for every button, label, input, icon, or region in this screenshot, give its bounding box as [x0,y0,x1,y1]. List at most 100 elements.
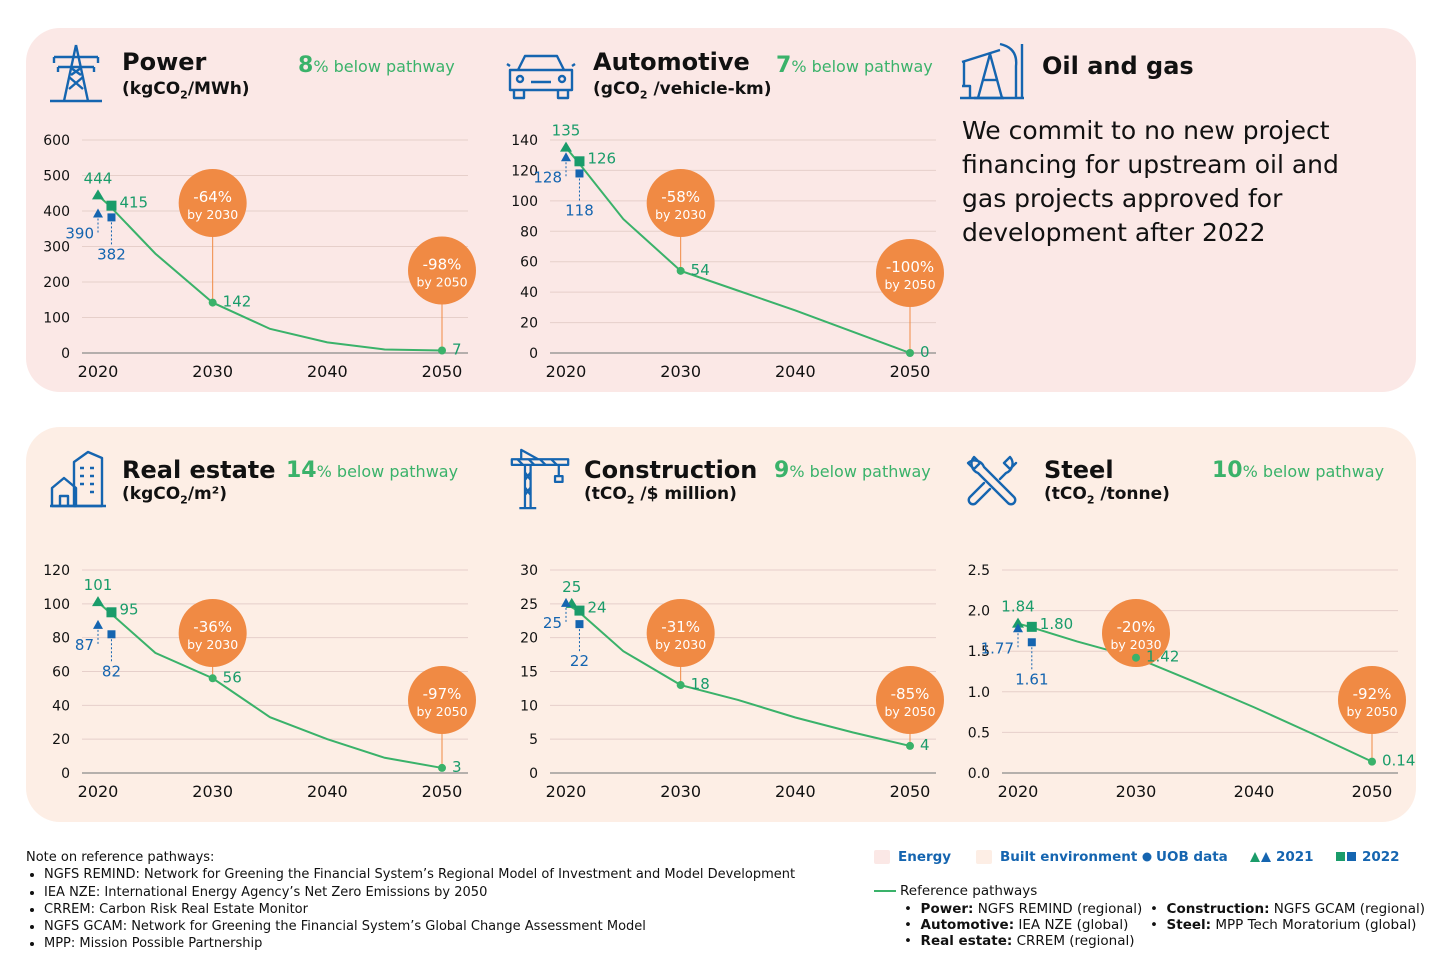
x-tick-label: 2050 [422,362,463,381]
power-below-pathway: 8% below pathway [298,53,455,78]
x-tick-label: 2020 [78,362,119,381]
x-tick-label: 2020 [546,362,587,381]
ref-item: • Construction: NGFS GCAM (regional) [1150,901,1426,917]
target-bubble [646,599,715,667]
ref-2022-value-label: 1.80 [1040,615,1073,633]
target-bubble [876,666,944,734]
note-heading: Note on reference pathways: [26,850,215,865]
target-point [906,741,914,750]
ref-2021-value-label: 444 [84,169,113,187]
y-tick-label: 40 [52,698,70,714]
built-environment-panel [26,427,1416,822]
triangle-markers-icon [1250,852,1271,862]
x-tick-label: 2030 [192,782,233,801]
ref-list-right: • Construction: NGFS GCAM (regional) • S… [1150,901,1425,933]
x-tick-label: 2040 [307,782,348,801]
built-swatch [976,850,992,864]
steel-title: Steel [1044,456,1114,484]
y-tick-label: 100 [43,311,70,327]
target-year-label: by 2050 [1346,704,1397,719]
reference-line-swatch [874,890,896,892]
ref-2022-value-label: 95 [119,600,138,618]
target-point [208,298,217,307]
oilgas-commitment-text: We commit to no new project financing fo… [962,116,1339,247]
ref-2021-triangle [92,189,104,200]
x-tick-label: 2040 [775,362,816,381]
reference-pathway-line [1017,622,1373,763]
y-tick-label: 5 [529,732,538,748]
x-tick-label: 2050 [890,782,931,801]
y-tick-label: 15 [520,665,538,681]
uob-dot-icon [1142,852,1152,862]
target-change-label: -85% [891,685,930,703]
x-tick-label: 2030 [192,362,233,381]
target-year-label: by 2050 [416,275,467,290]
ref-2022-square [106,200,117,211]
uob-2022-square [575,169,584,178]
y-tick-label: 1.0 [968,685,990,701]
target-value-label: 1.42 [1146,648,1179,666]
y-tick-label: 10 [520,698,538,714]
wrench-tools-icon [966,455,1018,506]
y-tick-label: 30 [520,563,538,579]
ref-2021-triangle [560,141,572,152]
target-change-label: -97% [423,685,462,703]
target-point [208,674,217,683]
target-change-label: -98% [423,256,462,274]
target-value-label: 142 [223,293,252,311]
y-tick-label: 600 [43,133,70,149]
power-title: Power [122,48,207,76]
target-value-label: 7 [452,341,462,359]
oilgas-title: Oil and gas [1042,52,1194,80]
ref-2022-square [1026,621,1037,632]
target-point [676,681,685,690]
x-tick-label: 2020 [78,782,119,801]
y-tick-label: 20 [520,631,538,647]
target-value-label: 56 [223,668,242,686]
y-tick-label: 0.5 [968,725,990,741]
y-tick-label: 140 [511,133,538,149]
car-icon [506,54,576,100]
ref-2021-value-label: 135 [552,122,581,140]
x-tick-label: 2030 [660,362,701,381]
oil-pump-icon [960,42,1024,100]
ref-item: • Real estate: CRREM (regional) [904,933,1135,949]
ref-2021-value-label: 1.84 [1001,598,1034,616]
target-bubble [1102,599,1170,667]
construction-title: Construction [584,456,758,484]
target-year-label: by 2050 [416,704,467,719]
target-change-label: -100% [886,258,934,276]
legend-uob: UOB data [1142,849,1228,865]
ref-2021-triangle [92,596,104,607]
legend-reference: Reference pathways [874,883,1037,899]
construction-unit: (tCO2 /$ million) [584,484,737,507]
target-bubble [408,666,476,734]
ref-2022-square [574,605,585,616]
y-tick-label: 500 [43,169,70,185]
reference-pathway-line [97,194,443,352]
legend-2021: 2021 [1250,849,1314,865]
target-value-label: 18 [691,675,710,693]
construction-chart: 0 5 10 15 20 25 30 2020 2030 2040 2050 -31%by 2030 1… [520,563,944,801]
uob-2022-value-label: 118 [565,201,594,219]
ref-2021-value-label: 25 [562,578,581,596]
target-point [906,349,914,357]
target-change-label: -36% [193,618,232,636]
crane-icon [510,448,570,510]
target-bubble [178,599,247,667]
reference-pathway-line [565,602,911,747]
uob-2021-value-label: 1.77 [981,639,1014,657]
y-tick-label: 25 [520,597,538,613]
y-tick-label: 0 [529,346,538,362]
target-bubble [876,239,944,307]
energy-panel [26,28,1416,392]
uob-2021-value-label: 128 [533,168,562,186]
target-point [1368,757,1376,766]
y-tick-label: 200 [43,275,70,291]
uob-2021-triangle [1013,623,1023,633]
y-tick-label: 1.5 [968,644,990,660]
y-tick-label: 100 [511,194,538,210]
note-item: CRREM: Carbon Risk Real Estate Monitor [44,901,795,918]
ref-2022-square [574,156,585,167]
